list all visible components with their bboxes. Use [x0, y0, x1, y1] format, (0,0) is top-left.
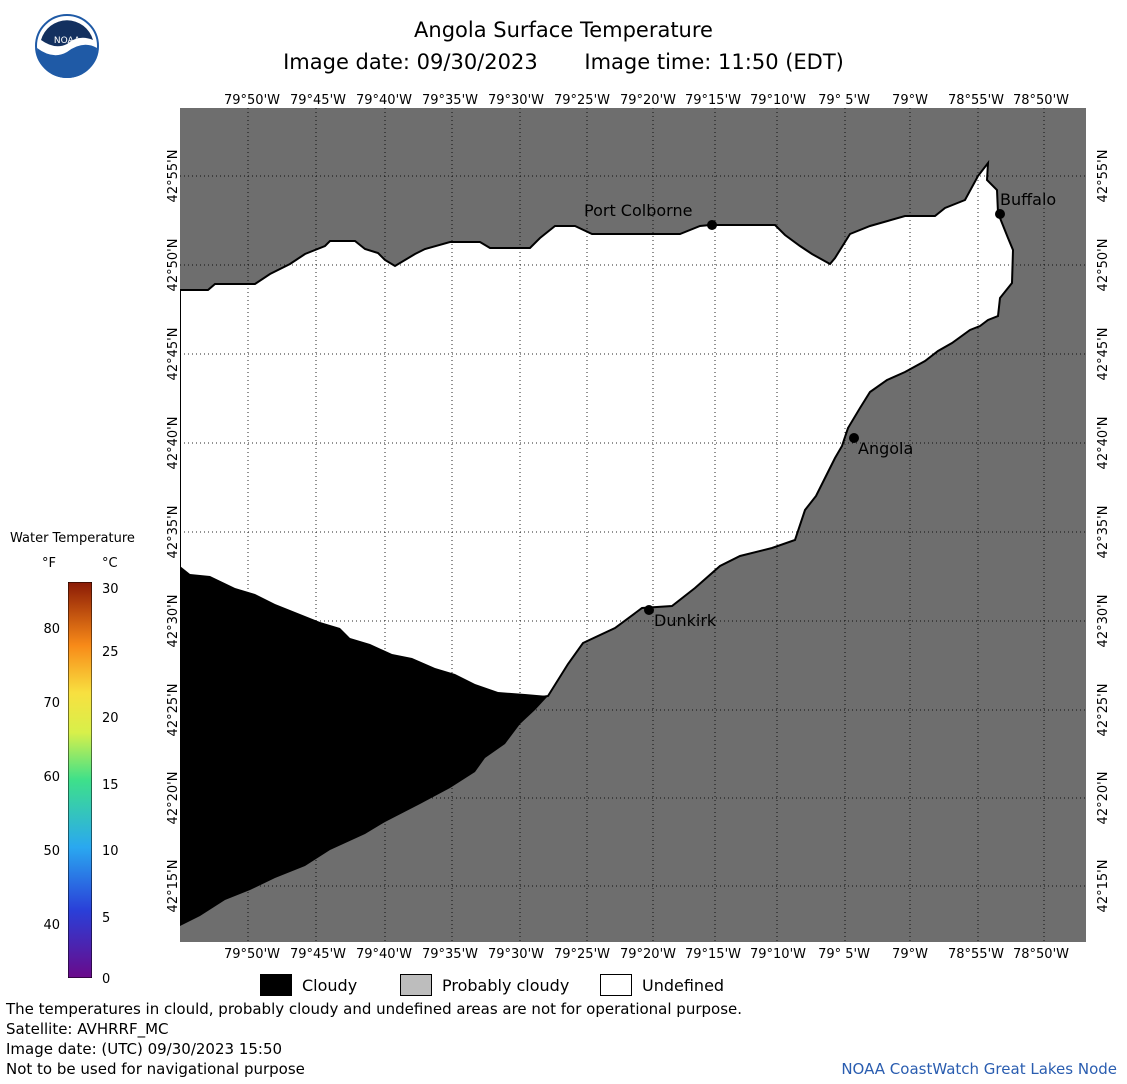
lon-label: 79°50'W [224, 93, 280, 108]
cloudy-area [180, 566, 548, 926]
lat-label: 42°20'N [166, 772, 181, 825]
angola-label: Angola [858, 439, 913, 458]
lat-label: 42°25'N [166, 684, 181, 737]
lat-label: 42°30'N [1096, 595, 1111, 648]
cloudy-swatch [260, 974, 292, 996]
lon-label: 79°15'W [685, 947, 741, 962]
legend-undefined: Undefined [600, 974, 724, 996]
lon-label: 78°55'W [948, 947, 1004, 962]
lat-label: 42°55'N [1096, 150, 1111, 203]
port-colborne-marker [707, 220, 717, 230]
legend-cloudy: Cloudy [260, 974, 357, 996]
f-tick: 40 [43, 918, 60, 933]
c-tick: 30 [102, 582, 119, 597]
f-tick: 80 [43, 622, 60, 637]
dunkirk-marker [644, 605, 654, 615]
lon-label: 79°20'W [620, 93, 676, 108]
c-tick: 20 [102, 711, 119, 726]
satellite-info: Satellite: AVHRRF_MC [6, 1020, 169, 1038]
lat-label: 42°30'N [166, 595, 181, 648]
lon-label: 79°15'W [685, 93, 741, 108]
c-tick: 10 [102, 844, 119, 859]
lon-label: 79°45'W [290, 93, 346, 108]
lon-label: 79°25'W [554, 93, 610, 108]
lat-label: 42°45'N [166, 328, 181, 381]
right-lat-labels: 42°55'N 42°50'N 42°45'N 42°40'N 42°35'N … [1096, 150, 1111, 913]
lon-label: 79°35'W [422, 947, 478, 962]
f-tick: 60 [43, 770, 60, 785]
lat-label: 42°25'N [1096, 684, 1111, 737]
lon-label: 79°W [892, 93, 928, 108]
lon-label: 79°45'W [290, 947, 346, 962]
temperature-map[interactable]: Port Colborne Buffalo Angola Dunkirk [180, 108, 1086, 942]
image-time: Image time: 11:50 (EDT) [584, 50, 844, 74]
lat-label: 42°35'N [166, 506, 181, 559]
lat-label: 42°50'N [166, 239, 181, 292]
lon-label: 78°55'W [948, 93, 1004, 108]
probably-cloudy-label: Probably cloudy [442, 975, 570, 995]
credit-link[interactable]: NOAA CoastWatch Great Lakes Node [841, 1060, 1117, 1078]
lat-label: 42°50'N [1096, 239, 1111, 292]
lat-label: 42°40'N [166, 417, 181, 470]
navigation-warning: Not to be used for navigational purpose [6, 1060, 305, 1078]
unit-celsius: °C [102, 556, 118, 571]
lon-label: 78°50'W [1013, 93, 1069, 108]
angola-marker [849, 433, 859, 443]
lat-label: 42°15'N [166, 860, 181, 913]
lon-label: 79°20'W [620, 947, 676, 962]
lon-label: 78°50'W [1013, 947, 1069, 962]
top-lon-labels: 79°50'W 79°45'W 79°40'W 79°35'W 79°30'W … [224, 93, 1069, 108]
colorbar-f-labels: 40 50 60 70 80 [43, 622, 60, 933]
lon-label: 79°10'W [750, 947, 806, 962]
lat-label: 42°45'N [1096, 328, 1111, 381]
lon-label: 79°25'W [554, 947, 610, 962]
noaa-logo: NOAA [35, 14, 99, 78]
image-date-line: Image date: 09/30/2023 Image time: 11:50… [0, 50, 1127, 74]
buffalo-label: Buffalo [1000, 190, 1056, 209]
legend-title: Water Temperature [10, 531, 135, 546]
lon-label: 79° 5'W [818, 947, 870, 962]
undefined-swatch [600, 974, 632, 996]
lon-label: 79°10'W [750, 93, 806, 108]
lon-label: 79°50'W [224, 947, 280, 962]
temperature-colorbar [68, 582, 92, 978]
graticule [180, 108, 1086, 942]
lon-label: 79°30'W [488, 947, 544, 962]
lon-label: 79°30'W [488, 93, 544, 108]
lon-label: 79°40'W [356, 947, 412, 962]
f-tick: 50 [43, 844, 60, 859]
c-tick: 25 [102, 645, 119, 660]
lon-label: 79° 5'W [818, 93, 870, 108]
undefined-label: Undefined [642, 975, 725, 995]
lat-label: 42°20'N [1096, 772, 1111, 825]
operational-note: The temperatures in clould, probably clo… [6, 1000, 743, 1018]
port-colborne-label: Port Colborne [584, 201, 692, 220]
lat-label: 42°15'N [1096, 860, 1111, 913]
c-tick: 5 [102, 911, 110, 926]
colorbar-c-labels: 0 5 10 15 20 25 30 [102, 582, 119, 987]
lon-label: 79°35'W [422, 93, 478, 108]
legend-probably-cloudy: Probably cloudy [400, 974, 569, 996]
image-date: Image date: 09/30/2023 [283, 50, 538, 74]
cloudy-label: Cloudy [302, 975, 358, 995]
lon-label: 79°40'W [356, 93, 412, 108]
lat-label: 42°55'N [166, 150, 181, 203]
buffalo-marker [995, 209, 1005, 219]
lon-label: 79°W [892, 947, 928, 962]
lat-label: 42°40'N [1096, 417, 1111, 470]
bottom-lon-labels: 79°50'W 79°45'W 79°40'W 79°35'W 79°30'W … [224, 947, 1069, 962]
utc-date: Image date: (UTC) 09/30/2023 15:50 [6, 1040, 283, 1058]
unit-fahrenheit: °F [42, 556, 56, 571]
c-tick: 0 [102, 972, 110, 987]
probably-cloudy-swatch [400, 974, 432, 996]
undefined-water-area [180, 159, 1015, 699]
c-tick: 15 [102, 778, 119, 793]
lat-label: 42°35'N [1096, 506, 1111, 559]
dunkirk-label: Dunkirk [654, 611, 717, 630]
city-markers [644, 209, 1005, 615]
logo-text: NOAA [54, 36, 81, 46]
page-title: Angola Surface Temperature [414, 18, 713, 42]
f-tick: 70 [43, 696, 60, 711]
left-lat-labels: 42°55'N 42°50'N 42°45'N 42°40'N 42°35'N … [166, 150, 181, 913]
